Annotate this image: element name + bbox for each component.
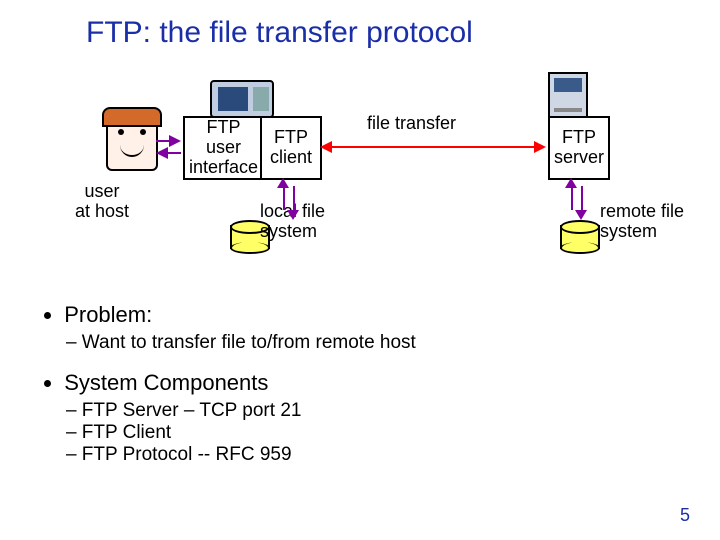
bullet-problem-items: Want to transfer file to/from remote hos… [40,332,416,354]
remote-filesystem-icon [560,220,600,254]
page-number: 5 [680,505,690,526]
file-transfer-arrow [330,146,536,148]
bullet-components: System Components [40,370,416,396]
ftp-diagram: FTPuserinterfaceFTPclient FTPserver file t… [0,70,720,270]
ftp-user-interface-box: FTPuserinterface [183,116,264,180]
remote-filesystem-label: remote filesystem [600,202,684,242]
slide-title: FTP: the file transfer protocol [86,16,473,50]
file-transfer-label: file transfer [367,114,456,134]
user-icon [106,113,158,171]
user-at-host-label: userat host [75,182,129,222]
ftp-client-box: FTPclient [260,116,322,180]
bullet-problem: Problem: [40,302,416,328]
client-computer-icon [210,80,274,118]
bullet-components-items: FTP Server – TCP port 21FTP ClientFTP Pr… [40,400,416,466]
bullet-section: Problem: Want to transfer file to/from re… [40,302,416,481]
ftp-server-box: FTPserver [548,116,610,180]
server-computer-icon [548,72,588,120]
